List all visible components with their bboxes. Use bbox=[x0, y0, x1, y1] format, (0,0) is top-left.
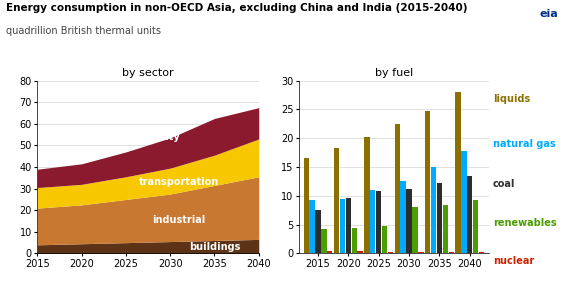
Text: Energy consumption in non-OECD Asia, excluding China and India (2015-2040): Energy consumption in non-OECD Asia, exc… bbox=[6, 3, 467, 13]
Bar bbox=[364, 137, 370, 253]
Bar bbox=[327, 251, 332, 253]
Bar bbox=[334, 148, 339, 253]
Bar bbox=[401, 181, 406, 253]
Bar bbox=[437, 183, 442, 253]
Bar bbox=[346, 198, 351, 253]
Bar bbox=[412, 207, 417, 253]
Bar bbox=[467, 176, 473, 253]
Bar bbox=[309, 200, 315, 253]
Text: transportation: transportation bbox=[139, 177, 219, 187]
Text: buildings: buildings bbox=[189, 242, 240, 251]
Bar bbox=[351, 228, 357, 253]
Title: by fuel: by fuel bbox=[375, 69, 413, 78]
Bar bbox=[448, 252, 454, 253]
Bar bbox=[321, 229, 327, 253]
Bar bbox=[304, 158, 309, 253]
Bar bbox=[443, 205, 448, 253]
Text: electricity: electricity bbox=[125, 132, 181, 142]
Bar bbox=[431, 167, 436, 253]
Bar bbox=[388, 252, 393, 253]
Text: eia: eia bbox=[540, 9, 558, 19]
Text: liquids: liquids bbox=[493, 94, 530, 104]
Bar bbox=[407, 189, 412, 253]
Bar bbox=[479, 252, 484, 253]
Text: quadrillion British thermal units: quadrillion British thermal units bbox=[6, 26, 161, 36]
Text: natural gas: natural gas bbox=[493, 139, 555, 149]
Bar bbox=[473, 200, 478, 253]
Bar bbox=[455, 92, 461, 253]
Bar bbox=[425, 111, 430, 253]
Bar bbox=[315, 210, 321, 253]
Bar bbox=[418, 252, 424, 253]
Bar bbox=[382, 226, 387, 253]
Bar bbox=[461, 151, 466, 253]
Text: nuclear: nuclear bbox=[493, 256, 534, 266]
Bar bbox=[394, 124, 400, 253]
Bar bbox=[376, 191, 381, 253]
Title: by sector: by sector bbox=[122, 69, 174, 78]
Text: renewables: renewables bbox=[493, 218, 557, 228]
Bar bbox=[358, 251, 363, 253]
Bar bbox=[340, 199, 345, 253]
Text: coal: coal bbox=[493, 179, 515, 189]
Text: industrial: industrial bbox=[152, 215, 206, 225]
Bar bbox=[370, 190, 375, 253]
